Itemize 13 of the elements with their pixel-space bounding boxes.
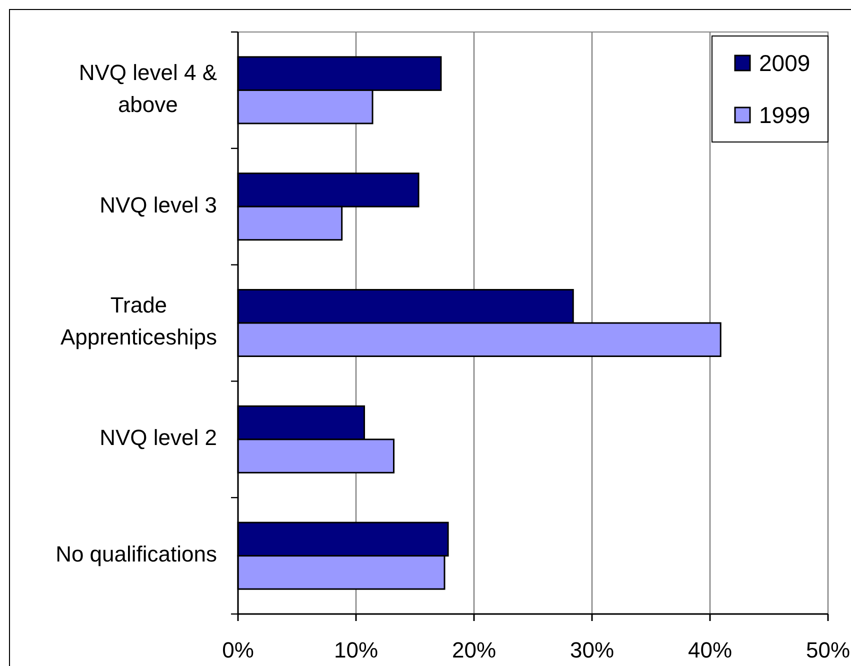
x-tick-label: 10% xyxy=(334,638,378,663)
y-tick-label: No qualifications xyxy=(56,542,217,566)
y-tick-label: Trade Apprenticeships xyxy=(60,292,217,350)
x-tick-label: 50% xyxy=(806,638,850,663)
x-tick-label: 40% xyxy=(688,638,732,663)
legend-label: 1999 xyxy=(759,102,810,128)
y-tick-label: NVQ level 3 xyxy=(100,192,217,218)
x-tick-label: 0% xyxy=(222,638,254,663)
y-tick-label: NVQ level 2 xyxy=(100,425,217,450)
y-tick-label: NVQ level 4 & above xyxy=(78,60,218,117)
legend-label: 2009 xyxy=(759,50,810,76)
x-tick-label: 30% xyxy=(570,638,614,663)
x-tick-label: 20% xyxy=(452,638,496,663)
